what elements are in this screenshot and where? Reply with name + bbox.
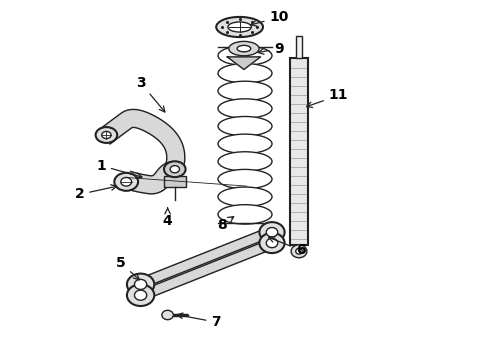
Ellipse shape	[259, 222, 285, 242]
Ellipse shape	[237, 45, 251, 52]
Bar	[296, 36, 302, 58]
Text: 10: 10	[251, 10, 289, 26]
Ellipse shape	[127, 274, 154, 295]
Ellipse shape	[291, 245, 307, 258]
Ellipse shape	[228, 22, 251, 32]
Polygon shape	[139, 227, 274, 290]
Ellipse shape	[102, 131, 111, 139]
Ellipse shape	[170, 166, 179, 173]
Ellipse shape	[218, 46, 272, 65]
Ellipse shape	[218, 152, 272, 171]
Ellipse shape	[164, 161, 186, 177]
Text: 5: 5	[116, 256, 139, 280]
Text: 1: 1	[96, 159, 142, 178]
Ellipse shape	[114, 173, 138, 191]
Ellipse shape	[218, 64, 272, 83]
Ellipse shape	[218, 81, 272, 100]
Ellipse shape	[162, 310, 173, 320]
Ellipse shape	[218, 187, 272, 206]
Ellipse shape	[218, 170, 272, 189]
Text: 6: 6	[269, 237, 306, 257]
Polygon shape	[99, 109, 185, 167]
Ellipse shape	[127, 284, 154, 306]
Text: 4: 4	[163, 208, 172, 228]
Polygon shape	[227, 57, 261, 69]
Ellipse shape	[296, 248, 302, 254]
Text: 8: 8	[217, 217, 234, 232]
Bar	[290, 58, 308, 245]
Polygon shape	[125, 162, 182, 194]
Ellipse shape	[134, 279, 147, 289]
Ellipse shape	[134, 290, 147, 300]
Polygon shape	[139, 238, 274, 301]
Text: 2: 2	[74, 185, 117, 201]
Ellipse shape	[266, 228, 278, 237]
Bar	[164, 176, 186, 187]
Text: 7: 7	[177, 313, 221, 329]
Ellipse shape	[218, 99, 272, 118]
Ellipse shape	[266, 238, 278, 248]
Text: 9: 9	[258, 42, 284, 55]
Text: 3: 3	[136, 76, 165, 112]
Ellipse shape	[218, 134, 272, 153]
Ellipse shape	[96, 127, 117, 143]
Ellipse shape	[218, 205, 272, 224]
Ellipse shape	[216, 17, 263, 37]
Ellipse shape	[259, 233, 285, 253]
Ellipse shape	[229, 41, 259, 56]
Text: 11: 11	[307, 89, 348, 107]
Ellipse shape	[218, 117, 272, 136]
Ellipse shape	[121, 177, 132, 186]
